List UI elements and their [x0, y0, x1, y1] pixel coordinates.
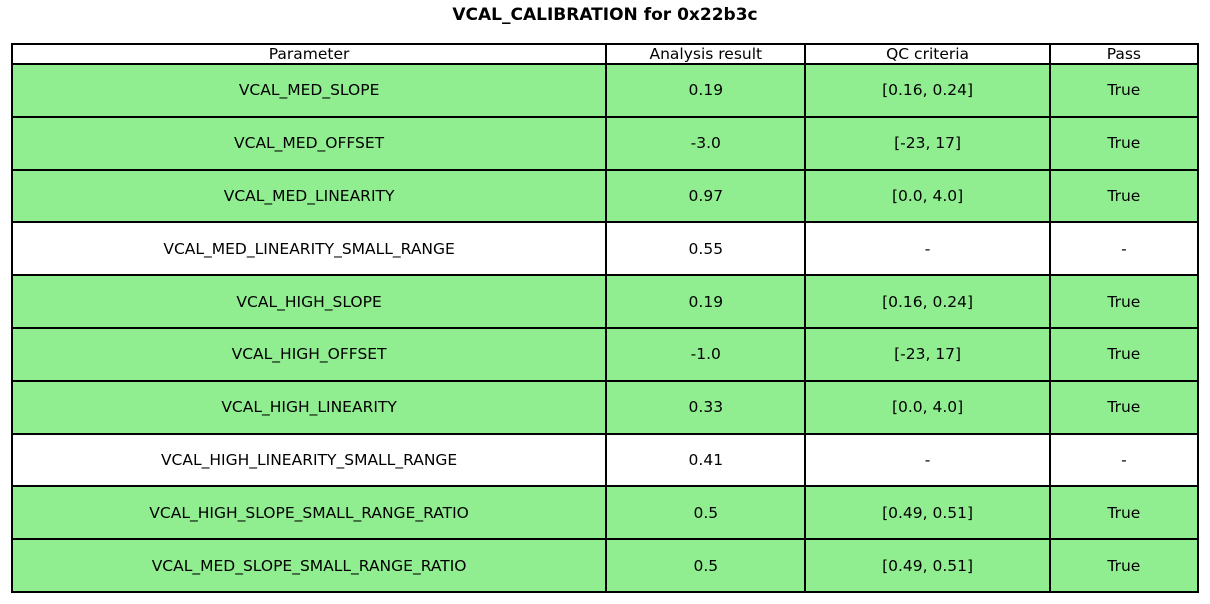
pass-cell: True — [1048, 168, 1200, 224]
table-row: VCAL_HIGH_SLOPE_SMALL_RANGE_RATIO 0.5 [0.4… — [10, 485, 1200, 541]
table-header: Parameter Analysis result QC criteria Pa… — [10, 43, 1200, 65]
analysis-result-cell: -3.0 — [605, 115, 807, 171]
parameter-cell: VCAL_MED_LINEARITY_SMALL_RANGE — [10, 221, 608, 277]
pass-cell: True — [1048, 485, 1200, 541]
pass-cell: True — [1048, 63, 1200, 118]
qc-criteria-cell: [0.0, 4.0] — [804, 379, 1051, 435]
qc-criteria-cell: - — [804, 432, 1051, 488]
parameter-cell: VCAL_HIGH_SLOPE_SMALL_RANGE_RATIO — [10, 485, 608, 541]
parameter-cell: VCAL_MED_SLOPE_SMALL_RANGE_RATIO — [10, 538, 608, 593]
table-row: VCAL_MED_LINEARITY 0.97 [0.0, 4.0] True — [10, 168, 1200, 224]
table-row: VCAL_HIGH_OFFSET -1.0 [-23, 17] True — [10, 326, 1200, 382]
analysis-result-cell: 0.41 — [605, 432, 807, 488]
pass-cell: True — [1048, 379, 1200, 435]
table-row: VCAL_HIGH_SLOPE 0.19 [0.16, 0.24] True — [10, 274, 1200, 329]
header-analysis-result: Analysis result — [605, 43, 807, 65]
pass-cell: True — [1048, 115, 1200, 171]
analysis-result-cell: 0.5 — [605, 485, 807, 541]
analysis-result-cell: 0.19 — [605, 274, 807, 329]
table-body: VCAL_MED_SLOPE 0.19 [0.16, 0.24] True VCAL_M… — [10, 63, 1200, 593]
parameter-cell: VCAL_HIGH_LINEARITY_SMALL_RANGE — [10, 432, 608, 488]
parameter-cell: VCAL_MED_OFFSET — [10, 115, 608, 171]
analysis-result-cell: 0.5 — [605, 538, 807, 593]
qc-criteria-cell: [0.49, 0.51] — [804, 485, 1051, 541]
analysis-result-cell: 0.33 — [605, 379, 807, 435]
pass-cell: True — [1048, 274, 1200, 329]
pass-cell: - — [1048, 221, 1200, 277]
parameter-cell: VCAL_MED_LINEARITY — [10, 168, 608, 224]
qc-criteria-cell: [0.49, 0.51] — [804, 538, 1051, 593]
header-pass: Pass — [1048, 43, 1200, 65]
page-title: VCAL_CALIBRATION for 0x22b3c — [452, 5, 758, 25]
header-qc-criteria: QC criteria — [804, 43, 1051, 65]
parameter-cell: VCAL_HIGH_LINEARITY — [10, 379, 608, 435]
qc-criteria-cell: - — [804, 221, 1051, 277]
table-row: VCAL_MED_LINEARITY_SMALL_RANGE 0.55- - — [10, 221, 1200, 277]
table-row: VCAL_MED_SLOPE 0.19 [0.16, 0.24] True — [10, 63, 1200, 118]
pass-cell: True — [1048, 538, 1200, 593]
qc-criteria-cell: [0.16, 0.24] — [804, 63, 1051, 118]
header-parameter: Parameter — [10, 43, 608, 65]
qc-criteria-cell: [0.16, 0.24] — [804, 274, 1051, 329]
analysis-result-cell: 0.97 — [605, 168, 807, 224]
analysis-result-cell: -1.0 — [605, 326, 807, 382]
pass-cell: True — [1048, 326, 1200, 382]
pass-cell: - — [1048, 432, 1200, 488]
header-row: Parameter Analysis result QC criteria Pa… — [10, 43, 1200, 65]
table-row: VCAL_MED_SLOPE_SMALL_RANGE_RATIO 0.5 [0.49… — [10, 538, 1200, 593]
qc-criteria-cell: [0.0, 4.0] — [804, 168, 1051, 224]
analysis-result-cell: 0.55 — [605, 221, 807, 277]
parameter-cell: VCAL_HIGH_SLOPE — [10, 274, 608, 329]
qc-results-table: Parameter Analysis result QC criteria Pa… — [10, 43, 1200, 593]
analysis-result-cell: 0.19 — [605, 63, 807, 118]
table-row: VCAL_HIGH_LINEARITY_SMALL_RANGE 0.41- - — [10, 432, 1200, 488]
table-row: VCAL_HIGH_LINEARITY 0.33 [0.0, 4.0] True — [10, 379, 1200, 435]
qc-criteria-cell: [-23, 17] — [804, 326, 1051, 382]
table-row: VCAL_MED_OFFSET -3.0 [-23, 17] True — [10, 115, 1200, 171]
parameter-cell: VCAL_HIGH_OFFSET — [10, 326, 608, 382]
parameter-cell: VCAL_MED_SLOPE — [10, 63, 608, 118]
qc-criteria-cell: [-23, 17] — [804, 115, 1051, 171]
